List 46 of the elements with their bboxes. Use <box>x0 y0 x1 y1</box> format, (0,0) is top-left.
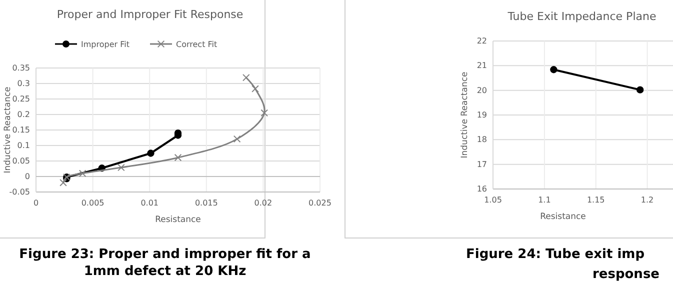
x-tick-label: 1.1 <box>538 196 551 205</box>
caption: Figure 23: Proper and improper fit for a 1mm defect at 20 KHz <box>19 247 311 279</box>
legend-label: Correct Fit <box>176 40 218 49</box>
y-tick-label: 0.1 <box>17 141 30 150</box>
x-tick-label: 1.2 <box>640 196 654 205</box>
x-tick-label: 0 <box>33 198 39 208</box>
caption: Figure 24: Tube exit imp <box>466 247 645 262</box>
x-tick-label: 1.15 <box>586 196 605 205</box>
x-tick-label: 0.02 <box>254 198 272 208</box>
y-tick-label: 0.25 <box>12 94 30 104</box>
point <box>252 85 259 92</box>
x-tick-label: 0.015 <box>194 198 218 208</box>
point <box>60 179 67 186</box>
x-axis-title: Resistance <box>540 212 586 222</box>
legend-label: Improper Fit <box>81 40 130 49</box>
y-tick-label: 0 <box>24 172 30 182</box>
chart-title: Proper and Improper Fit Response <box>56 8 244 21</box>
y-tick-label: 21 <box>476 61 487 70</box>
x-tick-label: 0.005 <box>81 198 104 208</box>
y-tick-label: 0.2 <box>17 110 30 120</box>
x-tick-label: 1.05 <box>484 196 502 205</box>
y-tick-label: 16 <box>476 184 487 194</box>
point <box>233 135 241 143</box>
x-tick-label: 0.01 <box>140 198 159 208</box>
point <box>260 109 268 117</box>
point <box>147 150 154 157</box>
y-tick-label: 18 <box>476 135 487 144</box>
chart-title: Tube Exit Impedance Plane <box>506 10 656 23</box>
y-tick-label: 0.3 <box>17 79 30 88</box>
y-tick-label: 0.05 <box>12 156 30 166</box>
point <box>242 74 250 82</box>
x-tick-label: 0.025 <box>308 198 332 208</box>
y-tick-label: 0.15 <box>12 126 30 135</box>
y-tick-label: 0.35 <box>12 64 30 73</box>
y-tick-label: 22 <box>476 36 487 46</box>
point <box>78 170 86 178</box>
y-tick-label: 19 <box>476 110 487 120</box>
point <box>174 154 182 162</box>
point <box>118 164 125 172</box>
text: response <box>592 267 660 282</box>
y-axis-title: Inductive Reactance <box>460 72 470 158</box>
y-axis-title: Inductive Reactance <box>3 86 13 174</box>
y-tick-label: -0.05 <box>9 188 30 197</box>
x-axis-title: Resistance <box>155 215 201 225</box>
y-tick-label: 17 <box>476 160 487 169</box>
y-tick-label: 20 <box>476 86 487 95</box>
